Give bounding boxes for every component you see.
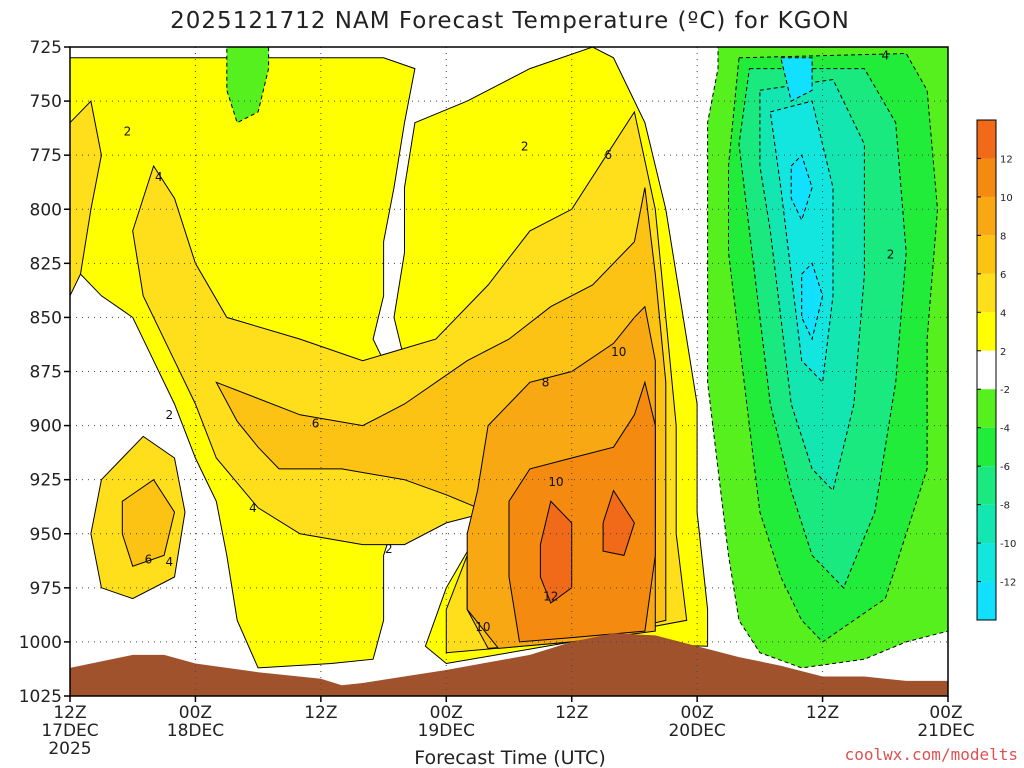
colorbar-label: 2: [1000, 347, 1006, 358]
colorbar-swatch: [977, 196, 996, 236]
y-tick-label: 950: [30, 525, 62, 545]
x-tick-label: 00Z: [681, 703, 714, 723]
contour-label: 10: [611, 345, 626, 359]
y-tick-label: 875: [30, 363, 62, 383]
y-tick-label: 900: [30, 417, 62, 437]
contour-label: 2: [385, 542, 393, 556]
colorbar-label: 4: [1000, 308, 1006, 319]
y-tick-label: 975: [30, 579, 62, 599]
colorbar-label: -10: [1000, 539, 1016, 550]
contour-label: 4: [249, 501, 257, 515]
contour-label: 2: [124, 124, 132, 138]
colorbar-label: -8: [1000, 501, 1010, 512]
x-axis-label: Forecast Time (UTC): [414, 747, 605, 768]
contour-label: 2: [521, 140, 529, 154]
x-tick-label: 12Z: [304, 703, 337, 723]
x-tick-label: 00Z: [430, 703, 463, 723]
colorbar-swatch: [977, 312, 996, 351]
colorbar-swatch: [977, 581, 996, 620]
colorbar-swatch: [977, 235, 996, 274]
colorbar-label: 10: [1000, 193, 1013, 204]
temperature-fill-regions: [69, 46, 949, 669]
colorbar-label: 6: [1000, 270, 1006, 281]
contour-label: 4: [155, 170, 163, 184]
y-axis: 725 750 775 800 825 850 875 900 925 950 975 1000 102…: [19, 38, 70, 707]
credit-text: coolwx.com/modelts: [845, 745, 1018, 764]
x-tick-label: 12Z: [53, 703, 86, 723]
colorbar: 12 10 8 6 4 2 -2 -4 -6 -8 -10 -12: [976, 119, 1016, 621]
grid-lines: [70, 47, 948, 696]
x-tick-label: 00Z: [179, 703, 212, 723]
colorbar-swatch: [977, 427, 996, 467]
terrain-fill: [70, 633, 948, 696]
temp-region-17: [780, 57, 813, 102]
contour-label: 2: [165, 408, 173, 422]
colorbar-swatch: [977, 158, 996, 197]
colorbar-label: 12: [1000, 154, 1013, 165]
colorbar-swatch: [977, 350, 996, 390]
colorbar-swatch: [977, 466, 996, 505]
colorbar-frame: [976, 119, 997, 621]
colorbar-swatch: [977, 543, 996, 582]
contour-label: 4: [165, 555, 173, 569]
contour-label: 8: [542, 375, 550, 389]
x-tick-label: 00Z: [929, 703, 962, 723]
temp-region-6: [121, 478, 176, 567]
y-tick-label: 775: [30, 146, 62, 166]
terrain-layer: [70, 633, 948, 696]
colorbar-label: -4: [1000, 424, 1010, 435]
colorbar-swatch: [977, 273, 996, 313]
y-tick-label: 1000: [19, 633, 62, 653]
contour-label: 10: [475, 620, 490, 634]
chart-title: 2025121712 NAM Forecast Temperature (ºC)…: [170, 8, 850, 34]
temp-region-18: [790, 154, 813, 222]
temp-region-19: [801, 262, 824, 341]
contour-label: 12: [543, 589, 558, 603]
contour-label: 2: [887, 248, 895, 262]
x-tick-label: 12Z: [806, 703, 839, 723]
colorbar-label: 8: [1000, 231, 1006, 242]
colorbar-label: -2: [1000, 385, 1010, 396]
colorbar-label: -12: [1000, 578, 1016, 589]
temp-region-12: [226, 46, 270, 124]
contour-label: 4: [881, 49, 889, 63]
y-tick-label: 825: [30, 254, 62, 274]
y-tick-label: 1025: [19, 687, 62, 707]
x-tick-label: 21DEC: [917, 721, 974, 741]
temp-region-10: [602, 489, 635, 556]
x-tick-label: 2025: [48, 739, 91, 759]
colorbar-swatch: [977, 120, 996, 159]
contour-label: 6: [312, 416, 320, 430]
x-tick-label: 18DEC: [167, 721, 224, 741]
colorbar-label: -6: [1000, 462, 1010, 473]
y-tick-label: 800: [30, 200, 62, 220]
y-tick-label: 725: [30, 38, 62, 58]
contour-label: 10: [548, 475, 563, 489]
y-tick-label: 925: [30, 471, 62, 491]
colorbar-swatch: [977, 504, 996, 544]
x-tick-label: 12Z: [555, 703, 588, 723]
x-tick-label: 19DEC: [418, 721, 475, 741]
colorbar-swatch: [977, 389, 996, 428]
contour-label: 6: [604, 148, 612, 162]
x-tick-label: 17DEC: [41, 721, 98, 741]
contour-label: 6: [145, 553, 153, 567]
x-tick-label: 20DEC: [668, 721, 725, 741]
y-tick-label: 750: [30, 92, 62, 112]
y-tick-label: 850: [30, 308, 62, 328]
